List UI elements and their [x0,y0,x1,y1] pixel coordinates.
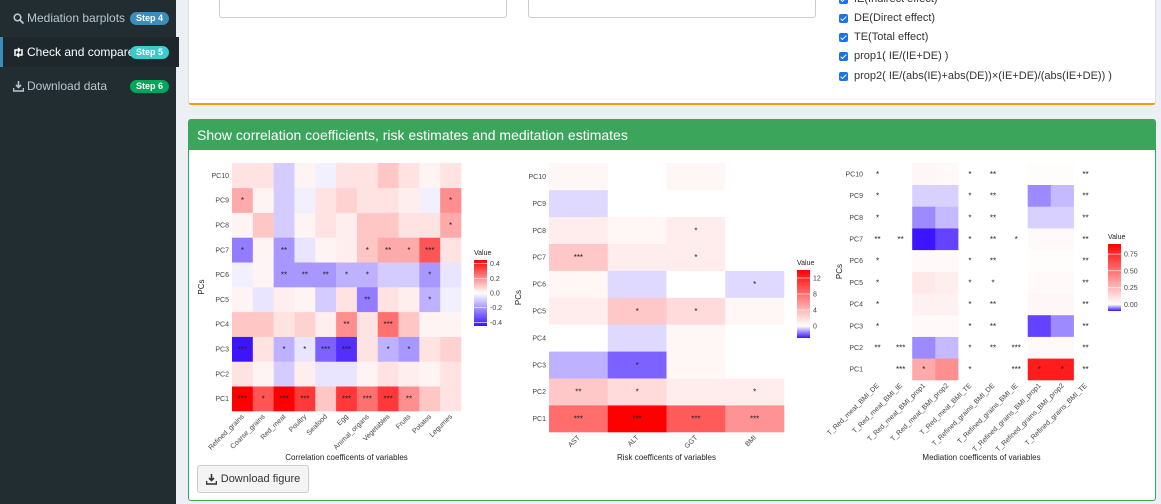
checkbox-label: DE(Direct effect) [854,12,936,24]
menu-item[interactable]: Mediation barplots Step 4 [0,3,176,33]
badge: Step 4 [130,11,169,25]
badge: Step 5 [130,45,169,59]
compare-icon [14,46,23,58]
checkbox-label: TE(Total effect) [854,31,929,43]
results-panel: Show correlation coefficients, risk esti… [188,119,1156,501]
badge: Step 6 [130,79,169,93]
checkbox[interactable]: DE(Direct effect) [839,12,935,24]
input-box[interactable] [219,0,507,18]
download-icon [13,80,24,92]
sidebar: Mediation barplots Step 4 Check and comp… [0,0,179,504]
menu-label: Mediation barplots [27,11,126,25]
button-label: Download figure [220,473,301,485]
download-icon [205,473,217,485]
checkbox[interactable]: TE(Total effect) [839,31,928,43]
menu-item[interactable]: Check and compare Step 5 [0,37,179,67]
menu-item[interactable]: Download data Step 6 [0,71,176,101]
checkbox[interactable]: prop2( IE/(abs(IE)+abs(DE))×(IE+DE)/(abs… [839,70,1112,82]
panel-title: Show correlation coefficients, risk esti… [189,120,1155,150]
input-box[interactable] [528,0,816,18]
checkbox[interactable]: prop1( IE/(IE+DE) ) [839,50,948,62]
checkbox-label: prop2( IE/(abs(IE)+abs(DE))×(IE+DE)/(abs… [854,70,1112,82]
checkbox-label: prop1( IE/(IE+DE) ) [854,50,949,62]
download-button[interactable]: Download figure [197,465,309,493]
menu-label: Check and compare [27,45,135,59]
checkbox-label: IE(Indirect effect) [854,0,938,5]
options-panel: IE(Indirect effect) DE(Direct effect) TE… [188,0,1156,105]
search-icon [13,12,24,24]
menu-label: Download data [27,79,108,93]
checkbox[interactable]: IE(Indirect effect) [839,0,938,5]
